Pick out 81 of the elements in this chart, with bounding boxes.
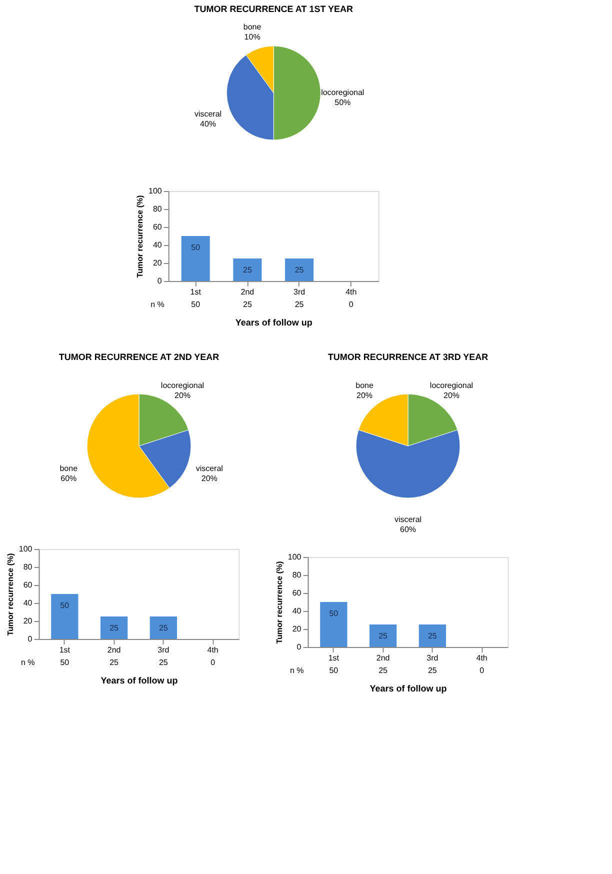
- data-label: 50: [60, 601, 70, 610]
- text: 50: [60, 658, 70, 667]
- x-tick-label: 1st: [328, 654, 340, 662]
- chart-title: TUMOR RECURRENCE AT 1ST YEAR: [194, 4, 354, 14]
- data-label: 25: [428, 632, 438, 640]
- data-label: 10%: [244, 32, 260, 42]
- x-tick-label: 4th: [207, 646, 218, 654]
- text: 25: [378, 666, 388, 675]
- text: n %: [20, 658, 35, 667]
- y-tick-label: 40: [23, 598, 33, 608]
- y-tick-label: 0: [28, 634, 33, 644]
- slice-label: visceral: [194, 109, 222, 118]
- data-label: 50%: [334, 98, 351, 107]
- x-tick-label: 3rd: [294, 288, 306, 296]
- slice-label: bone: [60, 464, 78, 473]
- x-axis-title: Years of follow up: [235, 318, 313, 328]
- x-tick-label: 2nd: [107, 646, 121, 654]
- x-tick-label: 1st: [190, 288, 202, 296]
- x-tick-label: 4th: [346, 288, 357, 296]
- slice-label: visceral: [394, 515, 422, 524]
- slice-label: visceral: [196, 464, 224, 473]
- data-label: 60%: [60, 474, 77, 483]
- data-label: 25: [242, 266, 252, 274]
- chart-title: TUMOR RECURRENCE AT 2ND YEAR: [58, 352, 220, 362]
- data-label: 25: [294, 266, 304, 274]
- slice-label: locoregional: [160, 381, 204, 390]
- y-tick-label: 100: [288, 552, 302, 562]
- text: 25: [110, 658, 120, 667]
- y-tick-label: 80: [292, 570, 302, 580]
- data-label: 50: [191, 243, 201, 252]
- text: 25: [294, 300, 304, 309]
- slice-label: bone: [356, 381, 374, 390]
- data-label: 20%: [174, 391, 191, 400]
- text: 0: [210, 658, 216, 667]
- x-tick-label: 2nd: [376, 654, 390, 662]
- x-axis-title: Years of follow up: [100, 676, 178, 686]
- slice-label: locoregional: [321, 88, 364, 97]
- data-label: 25: [158, 624, 168, 632]
- text: 25: [158, 658, 168, 667]
- slice-label: bone: [243, 22, 262, 32]
- text: 50: [191, 300, 201, 309]
- data-label: 25: [110, 624, 120, 632]
- x-tick-label: 1st: [59, 646, 71, 654]
- text: 0: [480, 666, 485, 675]
- text: 50: [329, 666, 339, 675]
- x-tick-label: 4th: [476, 654, 488, 662]
- y-tick-label: 40: [152, 240, 162, 250]
- slice-label: locoregional: [430, 381, 474, 390]
- y-tick-label: 100: [148, 186, 162, 196]
- text: n %: [150, 300, 164, 309]
- y-tick-label: 20: [292, 624, 302, 634]
- x-tick-label: 3rd: [158, 646, 170, 654]
- data-label: 20%: [201, 474, 218, 483]
- y-axis-title: Tumor recurrence (%): [6, 552, 15, 636]
- y-axis-title: Tumor recurrence (%): [136, 194, 145, 278]
- y-tick-label: 100: [18, 544, 33, 554]
- x-tick-label: 2nd: [240, 288, 254, 296]
- x-tick-label: 3rd: [426, 654, 438, 662]
- text: n %: [290, 666, 304, 675]
- y-tick-label: 80: [152, 204, 162, 214]
- data-label: 20%: [356, 391, 373, 400]
- y-axis-title: Tumor recurrence (%): [274, 560, 284, 644]
- data-label: 40%: [200, 119, 216, 128]
- y-tick-label: 60: [292, 588, 302, 598]
- text: 25: [242, 300, 252, 309]
- chart-title: TUMOR RECURRENCE AT 3RD YEAR: [328, 352, 489, 362]
- data-label: 25: [378, 632, 388, 640]
- y-tick-label: 60: [152, 222, 162, 232]
- y-tick-label: 0: [296, 642, 302, 652]
- data-label: 50: [329, 609, 339, 618]
- x-axis-title: Years of follow up: [370, 684, 448, 694]
- data-label: 60%: [400, 525, 416, 534]
- y-tick-label: 60: [23, 580, 33, 590]
- y-tick-label: 20: [23, 616, 33, 626]
- text: 25: [428, 666, 438, 675]
- y-tick-label: 80: [23, 562, 33, 572]
- y-tick-label: 20: [152, 258, 162, 268]
- text: 0: [348, 300, 354, 309]
- data-label: 20%: [443, 391, 460, 400]
- y-tick-label: 0: [157, 276, 162, 286]
- y-tick-label: 40: [292, 606, 302, 616]
